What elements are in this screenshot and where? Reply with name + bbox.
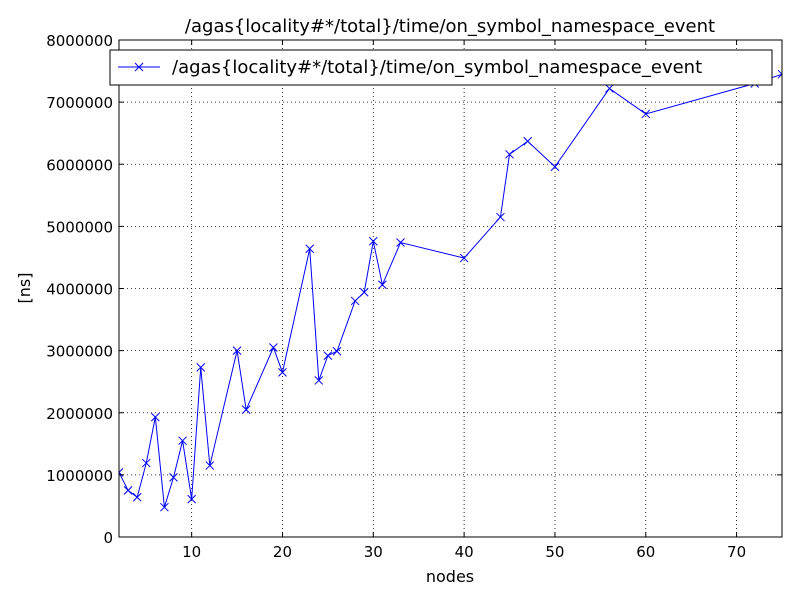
plot-frame	[118, 39, 783, 538]
y-axis-label: [ns]	[15, 273, 34, 304]
y-tick-label: 7000000	[46, 94, 113, 112]
y-tick-label: 1000000	[46, 467, 113, 485]
data-point-marker	[196, 363, 206, 372]
data-point-marker	[496, 212, 505, 222]
series-line	[119, 73, 782, 508]
series-group	[119, 69, 782, 512]
data-point-marker	[350, 296, 360, 306]
data-point-marker	[305, 244, 315, 254]
data-point-marker	[205, 461, 215, 470]
legend-label: /agas{locality#*/total}/time/on_symbol_n…	[172, 57, 702, 78]
y-tick-label: 2000000	[46, 405, 113, 423]
x-tick-label: 40	[455, 543, 474, 561]
y-tick-label: 6000000	[46, 156, 113, 174]
x-axis-label: nodes	[426, 567, 474, 586]
y-tick-label: 4000000	[46, 281, 113, 299]
tick-layer: 10 20 30 40 50 60 70 0 1000000 2000000 3000000 4000…	[46, 32, 782, 561]
grid-layer	[119, 39, 782, 538]
data-point-marker	[278, 368, 287, 377]
data-point-marker	[359, 287, 369, 297]
data-point-marker	[150, 412, 160, 422]
data-point-marker	[523, 136, 533, 146]
y-tick-label: 0	[103, 529, 113, 547]
x-tick-label: 50	[545, 543, 564, 561]
data-point-marker	[396, 238, 405, 247]
data-point-marker	[132, 492, 142, 502]
data-point-marker	[269, 343, 278, 352]
data-point-marker	[160, 502, 169, 512]
y-tick-label: 8000000	[46, 32, 113, 50]
data-point-marker	[178, 436, 187, 446]
data-point-marker	[123, 486, 133, 495]
legend-marker	[134, 62, 144, 72]
data-point-marker	[459, 253, 469, 263]
legend-box	[109, 49, 773, 86]
x-tick-label: 20	[273, 543, 292, 561]
data-point-marker	[141, 458, 151, 468]
data-point-marker	[368, 236, 378, 246]
data-point-marker	[605, 84, 614, 93]
data-point-marker	[232, 346, 242, 355]
x-tick-label: 70	[727, 543, 746, 561]
series-layer	[119, 69, 782, 512]
data-point-marker	[323, 351, 333, 360]
data-point-marker	[169, 473, 178, 482]
data-point-marker	[187, 494, 197, 504]
data-point-marker	[314, 376, 324, 385]
x-tick-label: 10	[182, 543, 201, 561]
chart-title: /agas{locality#*/total}/time/on_symbol_n…	[185, 16, 715, 37]
x-tick-label: 60	[636, 543, 655, 561]
data-point-marker	[378, 280, 387, 290]
y-tick-label: 3000000	[46, 343, 113, 361]
y-tick-label: 5000000	[46, 218, 113, 236]
data-point-marker	[641, 109, 651, 119]
data-point-marker	[332, 346, 342, 356]
x-tick-label: 30	[364, 543, 383, 561]
data-point-marker	[505, 149, 514, 159]
data-point-marker	[550, 162, 560, 172]
legend: /agas{locality#*/total}/time/on_symbol_n…	[109, 49, 773, 86]
data-point-marker	[777, 69, 782, 79]
data-point-marker	[241, 405, 251, 414]
